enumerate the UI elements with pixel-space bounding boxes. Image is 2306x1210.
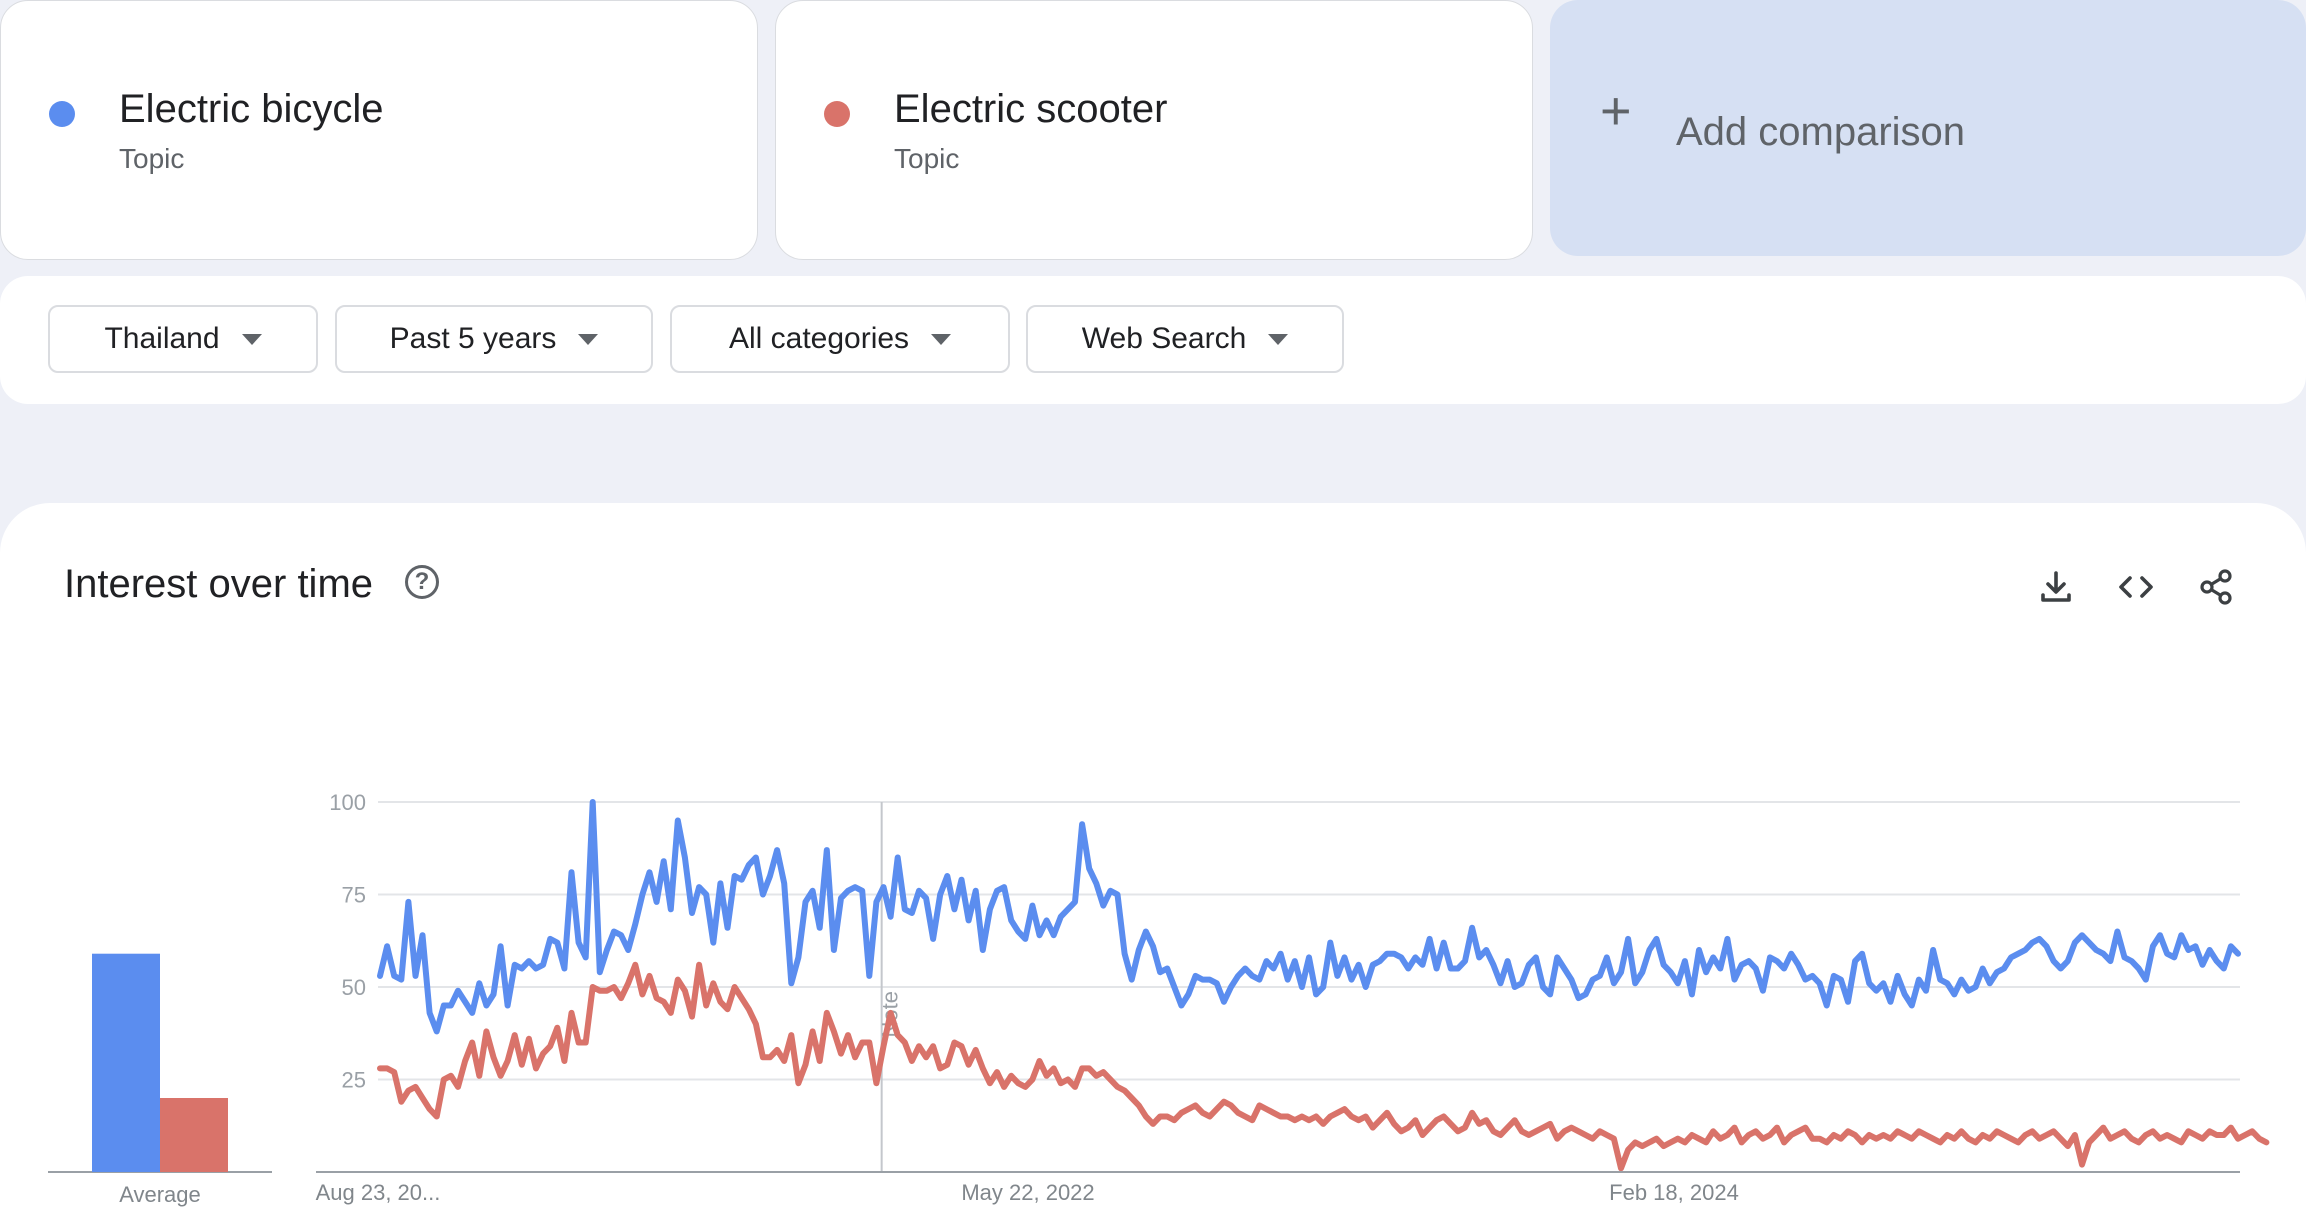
download-icon[interactable] [2036,567,2076,607]
category-dropdown[interactable]: All categories [670,305,1010,373]
series-color-dot [49,101,75,127]
term-card-electric-scooter[interactable]: Electric scooter Topic [775,0,1533,260]
term-card-electric-bicycle[interactable]: Electric bicycle Topic [0,0,758,260]
time-range-dropdown[interactable]: Past 5 years [335,305,653,373]
y-tick-label: 25 [342,1068,366,1093]
caret-down-icon [1268,333,1289,345]
caret-down-icon [241,333,262,345]
x-tick-label: Feb 18, 2024 [1609,1180,1739,1205]
term-name: Electric scooter [894,87,1168,131]
share-icon[interactable] [2196,567,2236,607]
y-axis-ticks: 25 50 75 100 [329,790,366,1093]
series-lines [377,799,2270,1172]
search-type-dropdown[interactable]: Web Search [1026,305,1344,373]
add-comparison-button[interactable]: + Add comparison [1550,0,2306,256]
caret-down-icon [578,333,599,345]
gridlines [378,801,2240,1081]
add-comparison-label: Add comparison [1676,110,1966,154]
section-title: Interest over time [64,562,374,606]
average-bar-0[interactable] [92,953,160,1172]
term-name: Electric bicycle [119,87,384,131]
embed-code-icon[interactable] [2116,567,2156,607]
term-type: Topic [119,143,185,174]
term-type: Topic [894,143,960,174]
average-label: Average [119,1182,201,1207]
average-bar-1[interactable] [160,1098,228,1172]
average-bars [92,953,228,1172]
y-tick-label: 100 [329,790,366,815]
region-dropdown[interactable]: Thailand [48,305,318,373]
series-color-dot [824,101,850,127]
x-axis-ticks: Aug 23, 20... May 22, 2022 Feb 18, 2024 [316,1180,1739,1205]
category-dropdown-label: All categories [728,322,910,355]
search-type-dropdown-label: Web Search [1081,322,1247,355]
x-tick-label: May 22, 2022 [961,1180,1094,1205]
y-tick-label: 50 [342,975,366,1000]
plus-icon: + [1600,81,1632,141]
interest-over-time-card [0,503,2306,1210]
region-dropdown-label: Thailand [104,322,220,355]
y-tick-label: 75 [342,883,366,908]
series-line-1[interactable] [377,961,2270,1172]
caret-down-icon [931,333,952,345]
help-circle-icon[interactable]: ? [405,565,439,599]
series-line-0[interactable] [377,799,2241,1035]
x-tick-label: Aug 23, 20... [316,1180,441,1205]
filter-bar: Thailand Past 5 years All categories Web… [0,276,2306,404]
time-range-dropdown-label: Past 5 years [389,322,557,355]
